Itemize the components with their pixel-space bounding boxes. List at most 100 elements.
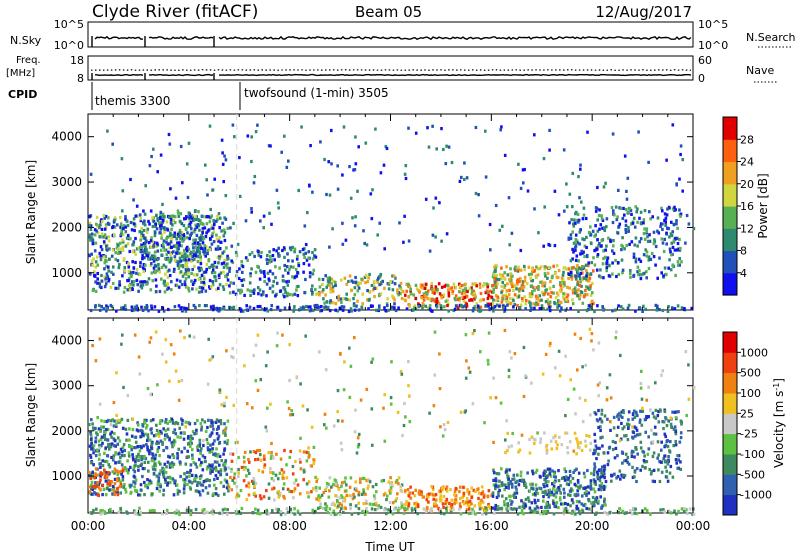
scatter-cell bbox=[440, 285, 444, 289]
scatter-cell bbox=[433, 299, 437, 303]
scatter-cell bbox=[100, 285, 103, 290]
scatter-cell bbox=[601, 262, 605, 266]
scatter-cell bbox=[164, 283, 168, 287]
scatter-cell bbox=[599, 436, 602, 440]
scatter-cell bbox=[364, 141, 368, 145]
scatter-cell bbox=[298, 250, 302, 254]
scatter-cell bbox=[625, 243, 628, 248]
scatter-cell bbox=[279, 457, 283, 461]
scatter-cell bbox=[194, 214, 197, 218]
scatter-cell bbox=[671, 230, 674, 234]
scatter-cell bbox=[336, 164, 339, 168]
scatter-cell bbox=[139, 217, 142, 221]
scatter-cell bbox=[615, 218, 619, 222]
scatter-cell bbox=[170, 256, 173, 260]
scatter-cell bbox=[559, 300, 563, 305]
scatter-cell bbox=[367, 484, 370, 488]
scatter-cell bbox=[251, 289, 254, 293]
scatter-cell bbox=[445, 509, 448, 513]
scatter-cell bbox=[149, 245, 153, 249]
scatter-cell bbox=[359, 477, 362, 481]
scatter-cell bbox=[216, 247, 219, 251]
scatter-cell bbox=[299, 467, 303, 471]
scatter-cell bbox=[165, 508, 169, 512]
scatter-cell bbox=[505, 299, 508, 303]
scatter-cell bbox=[129, 271, 133, 275]
scatter-cell bbox=[565, 431, 569, 435]
scatter-cell bbox=[666, 207, 669, 211]
scatter-cell bbox=[110, 480, 114, 484]
scatter-cell bbox=[187, 479, 191, 483]
scatter-cell bbox=[283, 295, 286, 299]
scatter-cell bbox=[348, 485, 352, 489]
scatter-cell bbox=[192, 230, 196, 234]
scatter-cell bbox=[195, 250, 199, 254]
scatter-cell bbox=[602, 487, 606, 491]
scatter-cell bbox=[121, 233, 125, 237]
scatter-cell bbox=[395, 478, 399, 483]
scatter-cell bbox=[101, 493, 104, 497]
scatter-cell bbox=[453, 307, 457, 311]
scatter-cell bbox=[185, 162, 189, 166]
scatter-cell bbox=[361, 492, 364, 496]
scatter-cell bbox=[537, 285, 540, 289]
scatter-cell bbox=[439, 494, 443, 498]
scatter-cell bbox=[223, 422, 226, 426]
scatter-cell bbox=[598, 227, 601, 231]
scatter-cell bbox=[631, 436, 635, 440]
scatter-cell bbox=[412, 293, 416, 297]
scatter-cell bbox=[169, 237, 173, 242]
scatter-cell bbox=[419, 283, 423, 287]
scatter-cell bbox=[96, 484, 100, 489]
scatter-cell bbox=[677, 454, 681, 458]
scatter-cell bbox=[210, 242, 214, 246]
scatter-cell bbox=[498, 488, 501, 493]
scatter-cell bbox=[185, 261, 189, 265]
scatter-cell bbox=[190, 259, 193, 263]
scatter-cell bbox=[166, 242, 170, 246]
scatter-cell bbox=[408, 285, 412, 289]
scatter-cell bbox=[386, 297, 389, 301]
scatter-cell bbox=[160, 431, 163, 435]
scatter-cell bbox=[195, 287, 198, 291]
scatter-cell bbox=[107, 463, 111, 467]
scatter-cell bbox=[117, 510, 121, 514]
scatter-cell bbox=[355, 486, 358, 491]
scatter-cell bbox=[579, 280, 582, 284]
scatter-cell bbox=[553, 472, 556, 476]
scatter-cell bbox=[542, 282, 545, 286]
scatter-cell bbox=[118, 280, 121, 284]
scatter-cell bbox=[140, 250, 143, 254]
scatter-cell bbox=[133, 470, 137, 474]
scatter-cell bbox=[116, 490, 119, 494]
scatter-cell bbox=[239, 308, 243, 312]
scatter-cell bbox=[503, 305, 507, 309]
scatter-cell bbox=[329, 299, 332, 303]
scatter-cell bbox=[99, 245, 103, 249]
scatter-cell bbox=[389, 280, 392, 284]
scatter-cell bbox=[367, 298, 371, 302]
scatter-cell bbox=[372, 284, 376, 288]
scatter-cell bbox=[177, 285, 181, 289]
scatter-cell bbox=[105, 276, 108, 280]
scatter-cell bbox=[157, 446, 161, 450]
scatter-cell bbox=[595, 457, 598, 461]
scatter-cell bbox=[182, 491, 186, 495]
scatter-cell bbox=[242, 455, 246, 459]
scatter-cell bbox=[99, 258, 103, 262]
scatter-cell bbox=[612, 239, 615, 243]
scatter-cell bbox=[339, 441, 343, 445]
scatter-cell bbox=[146, 254, 150, 258]
scatter-cell bbox=[133, 228, 136, 233]
scatter-cell bbox=[164, 257, 167, 261]
scatter-cell bbox=[206, 465, 210, 469]
scatter-cell bbox=[198, 268, 201, 272]
scatter-cell bbox=[603, 464, 606, 468]
scatter-cell bbox=[676, 241, 680, 246]
freq-label-1: Freq. bbox=[16, 55, 41, 66]
scatter-cell bbox=[582, 295, 586, 299]
scatter-cell bbox=[217, 419, 221, 423]
scatter-cell bbox=[463, 177, 466, 182]
scatter-cell bbox=[426, 306, 430, 310]
scatter-cell bbox=[617, 188, 620, 192]
